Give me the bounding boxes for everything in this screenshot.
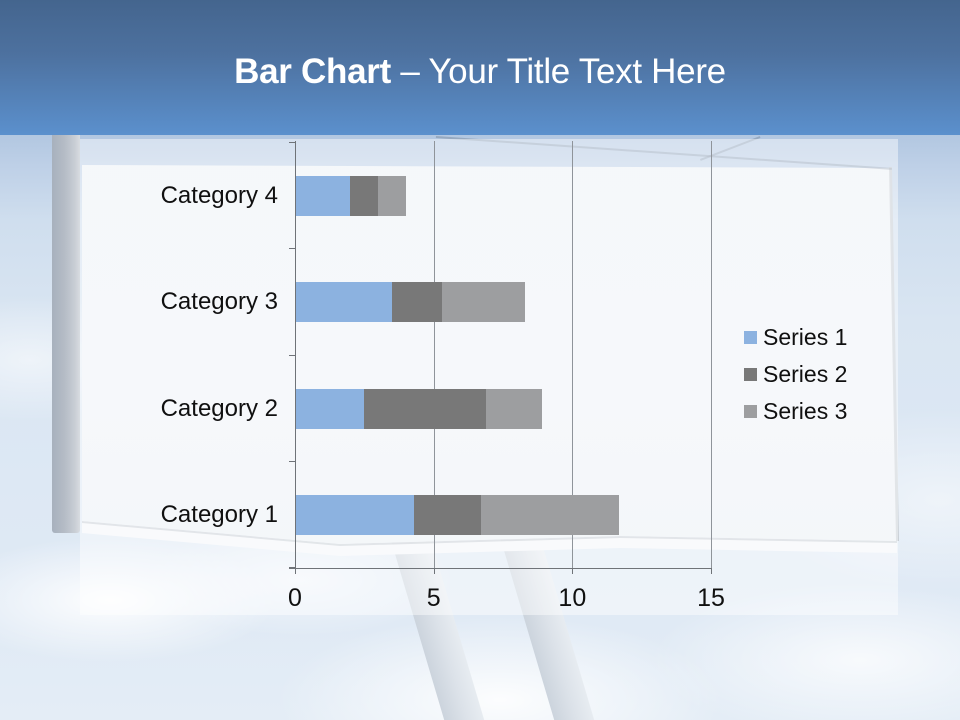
x-axis-tick [433,568,435,574]
slide-title-emphasis: Bar Chart [234,52,391,91]
x-axis-tick-label: 10 [558,584,587,612]
bar-segment [486,388,542,429]
billboard-left-pole [52,135,80,533]
title-bar: Bar Chart – Your Title Text Here [0,0,960,135]
y-axis-tick [289,460,295,462]
legend-label: Series 2 [763,361,848,387]
category-axis-label: Category 3 [160,288,278,316]
bar-segment [295,388,365,429]
y-axis-tick [289,142,295,143]
bar-segment [295,494,415,535]
category-axis-label: Category 2 [160,394,278,422]
y-axis-tick [289,354,295,356]
x-gridline [572,141,574,568]
category-axis-label: Category 4 [160,182,278,210]
bar-segment [414,494,481,535]
x-gridline [711,141,712,568]
legend-item: Series 1 [744,319,847,356]
legend-swatch-icon [744,405,757,418]
legend-item: Series 3 [744,393,847,430]
x-axis-tick-label: 0 [288,584,302,612]
x-axis [289,568,711,569]
x-axis-tick-label: 15 [697,584,725,612]
bar-segment [441,282,526,323]
bar-segment [392,282,442,323]
bar-segment [350,176,379,217]
bar-segment [295,282,393,323]
slide-title-rest: – Your Title Text Here [390,52,726,91]
y-axis-tick [289,567,295,568]
x-axis-tick [711,568,712,574]
bar-segment [378,176,406,217]
legend-swatch-icon [744,331,757,344]
y-axis-tick [289,248,295,250]
bar-segment [480,494,620,535]
x-axis-tick-label: 5 [426,584,441,612]
bar-segment [364,388,487,429]
x-axis-tick [572,568,574,574]
chart-legend: Series 1 Series 2 Series 3 [744,319,847,430]
chart-background-overlay [80,139,898,615]
bar-segment [295,176,351,217]
legend-item: Series 2 [744,356,847,393]
x-gridline [433,141,435,568]
legend-swatch-icon [744,368,757,381]
legend-label: Series 1 [763,324,848,350]
legend-label: Series 3 [763,398,848,424]
x-axis-tick [295,568,296,574]
slide-title: Bar Chart – Your Title Text Here [0,52,960,92]
y-axis [295,141,296,568]
category-axis-label: Category 1 [160,500,278,528]
